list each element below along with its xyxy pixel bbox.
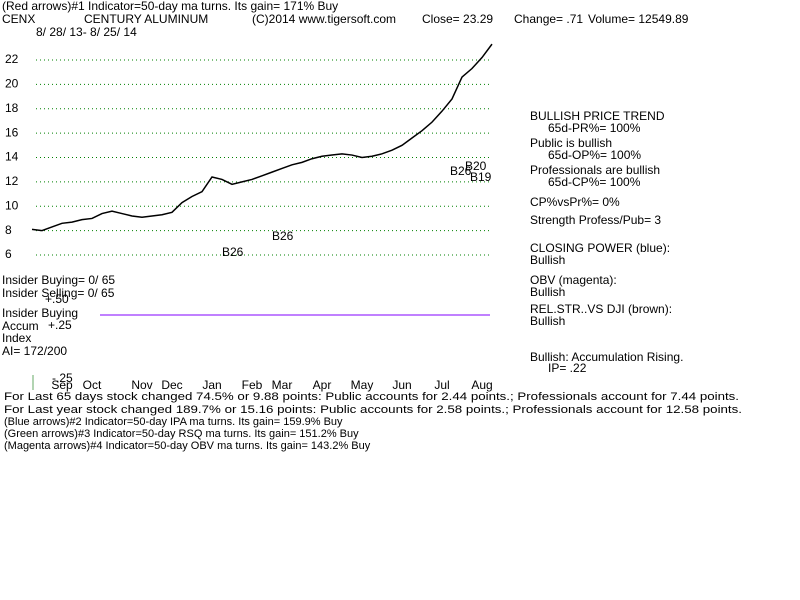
status-text: CP%vsPr%= 0%: [530, 195, 620, 209]
x-tick-label: Apr: [313, 378, 332, 392]
status-text: REL.STR..VS DJI (brown):: [530, 302, 672, 316]
x-tick-label: Dec: [161, 378, 182, 392]
y-tick-label: 22: [5, 52, 19, 66]
panel-label: -.25: [52, 371, 73, 385]
status-text: Professionals are bullish: [530, 163, 660, 177]
y-tick-label: 10: [5, 198, 19, 212]
change: Change= .71: [514, 12, 583, 26]
x-tick-label: Oct: [83, 378, 102, 392]
x-tick-label: Feb: [242, 378, 263, 392]
x-tick-label: Mar: [272, 378, 293, 392]
status-text: 65d-OP%= 100%: [548, 148, 641, 162]
y-tick-label: 16: [5, 125, 19, 139]
panel-label: Insider Selling= 0/ 65: [2, 286, 115, 300]
company: CENTURY ALUMINUM: [84, 12, 208, 26]
status-text: Bullish: [530, 253, 565, 267]
y-tick-label: 14: [5, 150, 19, 164]
status-text: Strength Profess/Pub= 3: [530, 213, 661, 227]
status-text: Bullish: [530, 285, 565, 299]
footer-line: (Magenta arrows)#4 Indicator=50-day OBV …: [4, 440, 371, 452]
x-tick-label: May: [351, 378, 374, 392]
status-text: OBV (magenta):: [530, 273, 617, 287]
volume: Volume= 12549.89: [588, 12, 689, 26]
panel-label: AI= 172/200: [2, 344, 67, 358]
x-tick-label: Jan: [202, 378, 221, 392]
footer-line: For Last year stock changed 189.7% or 15…: [4, 404, 742, 416]
status-text: IP= .22: [548, 361, 587, 375]
signal-label: B26: [450, 164, 472, 178]
status-text: 65d-CP%= 100%: [548, 175, 641, 189]
signal-label: B20: [465, 159, 487, 173]
panel-label: +.50: [45, 292, 69, 306]
panel-label: Insider Buying: [2, 306, 78, 320]
panel-label: Insider Buying= 0/ 65: [2, 273, 115, 287]
y-tick-label: 12: [5, 174, 19, 188]
symbol: CENX: [2, 12, 35, 26]
close: Close= 23.29: [422, 12, 493, 26]
copyright: (C)2014 www.tigersoft.com: [252, 12, 396, 26]
panel-label: Accum: [2, 319, 39, 333]
y-tick-label: 6: [5, 247, 12, 261]
date-range: 8/ 28/ 13- 8/ 25/ 14: [36, 25, 137, 39]
signal-label: B26: [272, 229, 294, 243]
panel-label: +.25: [48, 318, 72, 332]
footer-line: (Blue arrows)#2 Indicator=50-day IPA ma …: [4, 416, 343, 428]
status-text: CLOSING POWER (blue):: [530, 241, 670, 255]
status-text: Bullish: Accumulation Rising.: [530, 350, 683, 364]
panel-label: Index: [2, 331, 31, 345]
status-text: BULLISH PRICE TREND: [530, 109, 665, 123]
x-tick-label: Jul: [434, 378, 449, 392]
x-tick-label: Sep: [51, 378, 73, 392]
y-tick-label: 20: [5, 77, 19, 91]
footer-line: (Green arrows)#3 Indicator=50-day RSQ ma…: [4, 428, 359, 440]
x-tick-label: Nov: [131, 378, 152, 392]
signal-label: B26: [222, 245, 244, 259]
x-tick-label: Aug: [471, 378, 492, 392]
status-text: 65d-PR%= 100%: [548, 121, 641, 135]
status-text: Bullish: [530, 314, 565, 328]
signal-label: B19: [470, 170, 492, 184]
indicator-line: (Red arrows)#1 Indicator=50-day ma turns…: [2, 0, 338, 13]
x-tick-label: Jun: [392, 378, 411, 392]
footer-line: For Last 65 days stock changed 74.5% or …: [4, 391, 739, 403]
status-text: Public is bullish: [530, 136, 612, 150]
y-tick-label: 8: [5, 223, 12, 237]
y-tick-label: 18: [5, 101, 19, 115]
price-line: [31, 43, 493, 232]
